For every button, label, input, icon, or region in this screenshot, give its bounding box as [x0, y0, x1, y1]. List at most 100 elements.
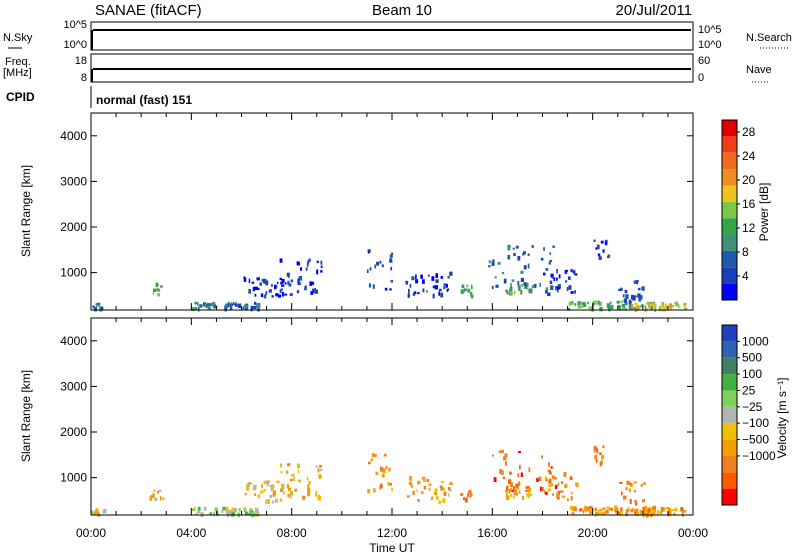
echo-cell: [246, 485, 250, 491]
echo-cell: [204, 507, 207, 510]
echo-cell: [91, 510, 94, 515]
freq-unit: [MHz]: [3, 67, 32, 79]
echo-cell: [388, 467, 391, 472]
echo-cell: [374, 264, 377, 269]
echo-cell: [593, 447, 596, 453]
echo-cell: [254, 286, 258, 291]
echo-cell: [296, 262, 301, 266]
echo-cell: [595, 459, 598, 463]
echo-cell: [568, 307, 571, 311]
echo-cell: [513, 253, 516, 256]
echo-cell: [620, 300, 623, 303]
echo-cell: [667, 512, 670, 517]
echo-cell: [550, 285, 554, 290]
echo-cell: [382, 468, 386, 474]
echo-cell: [415, 279, 419, 284]
echo-cell: [568, 285, 572, 290]
freq-tick-bottom: 8: [81, 72, 87, 84]
echo-cell: [255, 508, 259, 513]
echo-cell: [684, 307, 688, 310]
echo-cell: [644, 510, 648, 514]
echo-cell: [441, 481, 444, 483]
echo-cell: [520, 270, 524, 274]
echo-cell: [572, 506, 575, 511]
power-colorbar: 4 8 12 16 20 24 28: [721, 119, 756, 301]
echo-cell: [597, 510, 600, 513]
echo-cell: [292, 476, 295, 481]
echo-cell: [368, 461, 371, 465]
echo-cell: [527, 263, 530, 269]
echo-cell: [281, 291, 284, 297]
echo-cell: [93, 511, 96, 516]
echo-cell: [413, 291, 417, 295]
echo-cell: [595, 511, 599, 515]
echo-cell: [152, 291, 155, 295]
echo-cell: [279, 498, 283, 502]
echo-cell: [573, 270, 576, 276]
echo-cell: [639, 510, 642, 515]
echo-cell: [642, 499, 646, 503]
echo-cell: [260, 490, 264, 494]
echo-cell: [294, 488, 297, 492]
echo-cell: [508, 489, 511, 494]
echo-cell: [225, 506, 229, 511]
echo-cell: [274, 498, 279, 503]
echo-cell: [100, 306, 103, 310]
echo-cell: [461, 284, 465, 289]
echo-cell: [149, 495, 153, 501]
echo-cell: [421, 491, 424, 494]
echo-cell: [422, 288, 425, 293]
echo-cell: [389, 260, 393, 263]
echo-cell: [432, 285, 435, 289]
echo-cell: [633, 481, 637, 484]
echo-cell: [575, 273, 578, 276]
echo-cell: [290, 495, 292, 499]
echo-cell: [634, 302, 638, 305]
colorbar-cell: [722, 152, 737, 170]
echo-cell: [470, 294, 474, 299]
echo-cell: [506, 492, 508, 496]
echo-cell: [434, 285, 438, 290]
echo-cell: [520, 289, 523, 295]
echo-cell: [389, 254, 393, 258]
echo-cell: [316, 260, 319, 264]
echo-cell: [543, 272, 546, 276]
echo-cell: [547, 469, 551, 473]
echo-cell: [191, 307, 195, 312]
echo-cell: [271, 284, 273, 287]
echo-cell: [307, 492, 311, 497]
echo-cell: [506, 290, 509, 295]
echo-cell: [254, 301, 257, 305]
colorbar-tick-label: 4: [742, 269, 749, 283]
nsearch-tick-top: 10^5: [698, 24, 722, 36]
echo-cell: [252, 511, 255, 517]
echo-cell: [518, 481, 521, 487]
colorbar-cell: [722, 472, 737, 489]
echo-cell: [634, 508, 637, 513]
echo-cell: [628, 488, 631, 493]
freq-tick-top: 18: [75, 55, 87, 67]
echo-cell: [513, 290, 516, 294]
echo-cell: [204, 303, 207, 308]
echo-cell: [568, 301, 571, 306]
echo-cell: [608, 303, 611, 308]
ytick-label: 4000: [60, 334, 87, 348]
echo-cell: [255, 512, 258, 516]
echo-cell: [101, 307, 104, 311]
echo-cell: [289, 478, 293, 482]
echo-cell: [511, 279, 515, 282]
echo-cell: [391, 487, 393, 492]
echo-cell: [224, 306, 228, 312]
velocity-ylabel: Slant Range [km]: [19, 370, 33, 462]
echo-cell: [613, 505, 618, 510]
echo-cell: [589, 510, 593, 515]
echo-cell: [318, 495, 322, 501]
echo-cell: [213, 511, 215, 516]
echo-cell: [633, 490, 636, 493]
echo-cell: [616, 300, 620, 304]
echo-cell: [652, 301, 655, 305]
echo-cell: [641, 286, 645, 291]
date-title: 20/Jul/2011: [616, 2, 692, 19]
echo-cell: [287, 280, 290, 285]
colorbar-tick-label: −100: [742, 416, 769, 430]
